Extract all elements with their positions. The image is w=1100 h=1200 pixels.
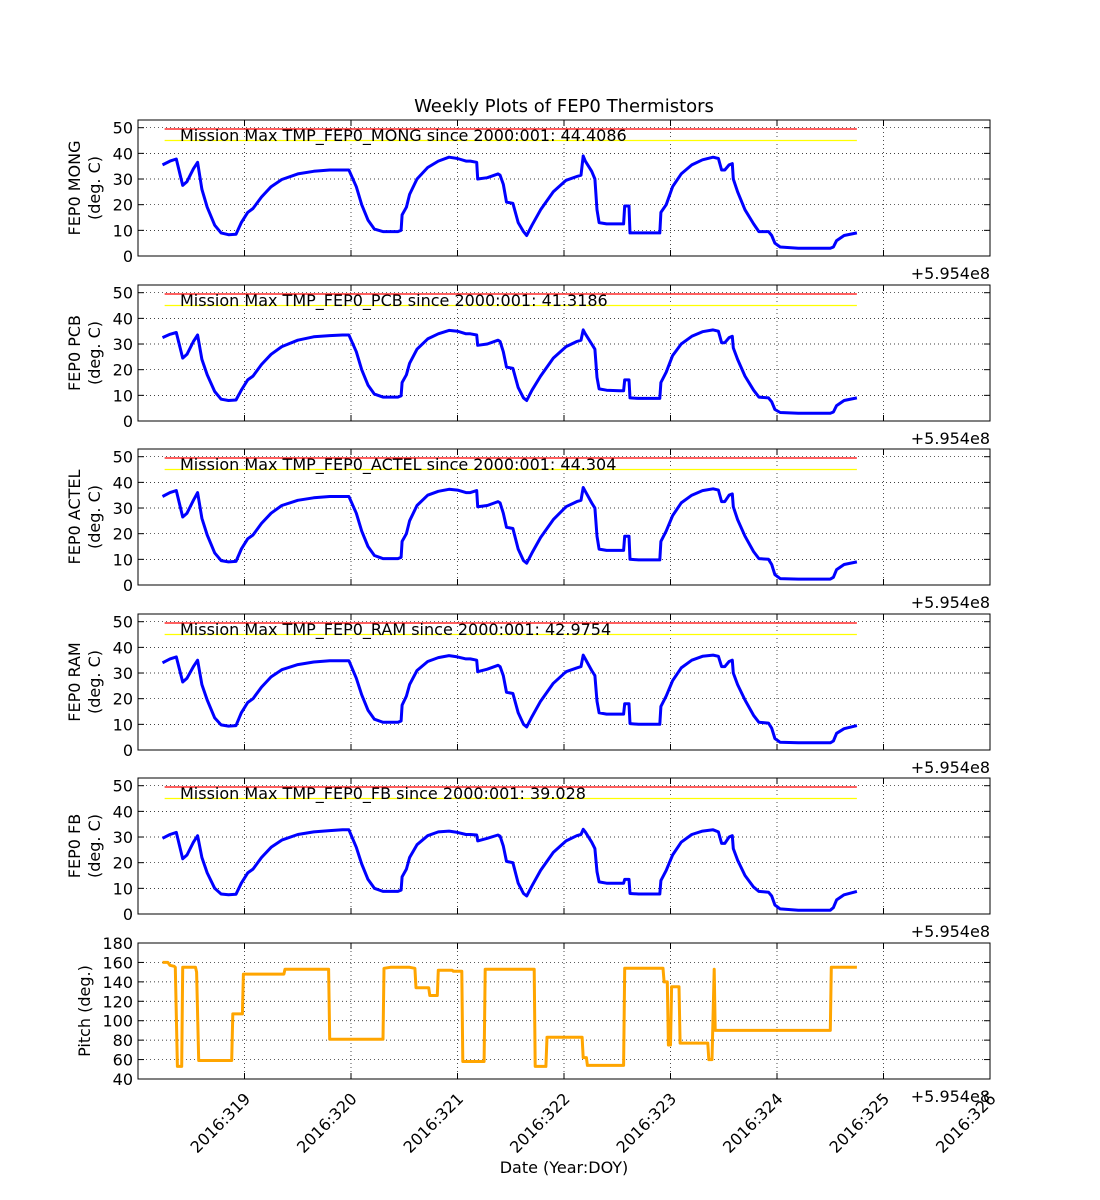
y-tick-label: 180 xyxy=(102,934,133,953)
y-tick-label: 60 xyxy=(113,1051,133,1070)
y-tick-label: 0 xyxy=(123,741,133,760)
y-tick-label: 30 xyxy=(113,499,133,518)
data-series-line xyxy=(162,960,857,1068)
panel-frame xyxy=(137,119,991,257)
axis-offset-label: +5.954e8 xyxy=(911,593,990,612)
y-tick-label: 20 xyxy=(113,690,133,709)
axis-offset-label: +5.954e8 xyxy=(911,922,990,941)
panel-1: 0 10 20 30 40 50 Mission Max TMP_FEP0_MONG sin… xyxy=(65,119,991,283)
data-series-line xyxy=(161,154,858,250)
y-tick-label: 0 xyxy=(123,905,133,924)
axis-offset-label: +5.954e8 xyxy=(911,429,990,448)
y-tick-label: 0 xyxy=(123,247,133,266)
y-tick-label: 160 xyxy=(102,953,133,972)
panel-5: 0 10 20 30 40 50 Mission Max TMP_FEP0_FB since… xyxy=(65,777,991,941)
y-tick-label: 20 xyxy=(113,361,133,380)
y-tick-label: 40 xyxy=(113,144,133,163)
y-tick-label: 40 xyxy=(113,1070,133,1089)
panel-frame xyxy=(137,284,991,422)
y-tick-label: 140 xyxy=(102,973,133,992)
y-tick-label: 30 xyxy=(113,170,133,189)
y-tick-label: 50 xyxy=(113,613,133,632)
y-tick-label: 20 xyxy=(113,196,133,215)
max-annotation: Mission Max TMP_FEP0_FB since 2000:001: … xyxy=(180,784,586,804)
y-tick-label: 10 xyxy=(113,221,133,240)
axis-offset-label: +5.954e8 xyxy=(911,758,990,777)
y-axis-label: FEP0 ACTEL xyxy=(65,469,84,564)
panel-3: 0 10 20 30 40 50 Mission Max TMP_FEP0_ACTEL si… xyxy=(65,448,991,612)
y-tick-label: 20 xyxy=(113,854,133,873)
y-axis-label: FEP0 PCB xyxy=(65,315,84,391)
y-axis-label: Pitch (deg.) xyxy=(75,965,94,1057)
y-axis-label: (deg. C) xyxy=(85,321,104,385)
y-axis-label: FEP0 FB xyxy=(65,814,84,878)
panel-frame xyxy=(137,777,991,915)
y-tick-label: 10 xyxy=(113,550,133,569)
panel-2: 0 10 20 30 40 50 Mission Max TMP_FEP0_PCB sinc… xyxy=(65,284,991,448)
y-tick-label: 50 xyxy=(113,119,133,138)
max-annotation: Mission Max TMP_FEP0_RAM since 2000:001:… xyxy=(180,620,611,640)
y-tick-label: 40 xyxy=(113,638,133,657)
chart-title: Weekly Plots of FEP0 Thermistors xyxy=(414,96,714,117)
y-tick-label: 20 xyxy=(113,525,133,544)
y-tick-label: 50 xyxy=(113,777,133,796)
y-tick-label: 40 xyxy=(113,309,133,328)
panels: 0 10 20 30 40 50 Mission Max TMP_FEP0_MONG sin… xyxy=(65,119,1000,1157)
y-axis-label: (deg. C) xyxy=(85,814,104,878)
data-series-line xyxy=(161,486,858,581)
panel-frame xyxy=(137,448,991,586)
y-tick-label: 10 xyxy=(113,879,133,898)
y-tick-label: 120 xyxy=(102,992,133,1011)
y-axis-label: FEP0 RAM xyxy=(65,642,84,721)
max-annotation: Mission Max TMP_FEP0_ACTEL since 2000:00… xyxy=(180,455,616,475)
y-tick-label: 50 xyxy=(113,448,133,467)
panel-frame xyxy=(137,613,991,751)
y-tick-label: 10 xyxy=(113,386,133,405)
y-tick-label: 30 xyxy=(113,664,133,683)
y-tick-label: 10 xyxy=(113,715,133,734)
data-series-line xyxy=(161,653,858,745)
y-tick-label: 50 xyxy=(113,284,133,303)
y-tick-label: 30 xyxy=(113,335,133,354)
y-axis-label: (deg. C) xyxy=(85,156,104,220)
data-series-line xyxy=(161,328,858,415)
y-axis-label: FEP0 MONG xyxy=(65,141,84,236)
y-tick-label: 30 xyxy=(113,828,133,847)
y-axis-label: (deg. C) xyxy=(85,485,104,549)
axis-offset-label: +5.954e8 xyxy=(911,1087,990,1106)
y-tick-label: 80 xyxy=(113,1031,133,1050)
panel-4: 0 10 20 30 40 50 Mission Max TMP_FEP0_RAM sinc… xyxy=(65,613,991,777)
axis-offset-label: +5.954e8 xyxy=(911,264,990,283)
data-series-line xyxy=(161,827,858,912)
y-tick-label: 100 xyxy=(102,1012,133,1031)
max-annotation: Mission Max TMP_FEP0_MONG since 2000:001… xyxy=(180,126,627,146)
y-tick-label: 40 xyxy=(113,802,133,821)
panel-frame xyxy=(137,942,991,1080)
x-axis-label: Date (Year:DOY) xyxy=(500,1158,629,1177)
y-axis-label: (deg. C) xyxy=(85,650,104,714)
max-annotation: Mission Max TMP_FEP0_PCB since 2000:001:… xyxy=(180,291,608,311)
y-tick-label: 0 xyxy=(123,576,133,595)
y-tick-label: 0 xyxy=(123,412,133,431)
y-tick-label: 40 xyxy=(113,473,133,492)
